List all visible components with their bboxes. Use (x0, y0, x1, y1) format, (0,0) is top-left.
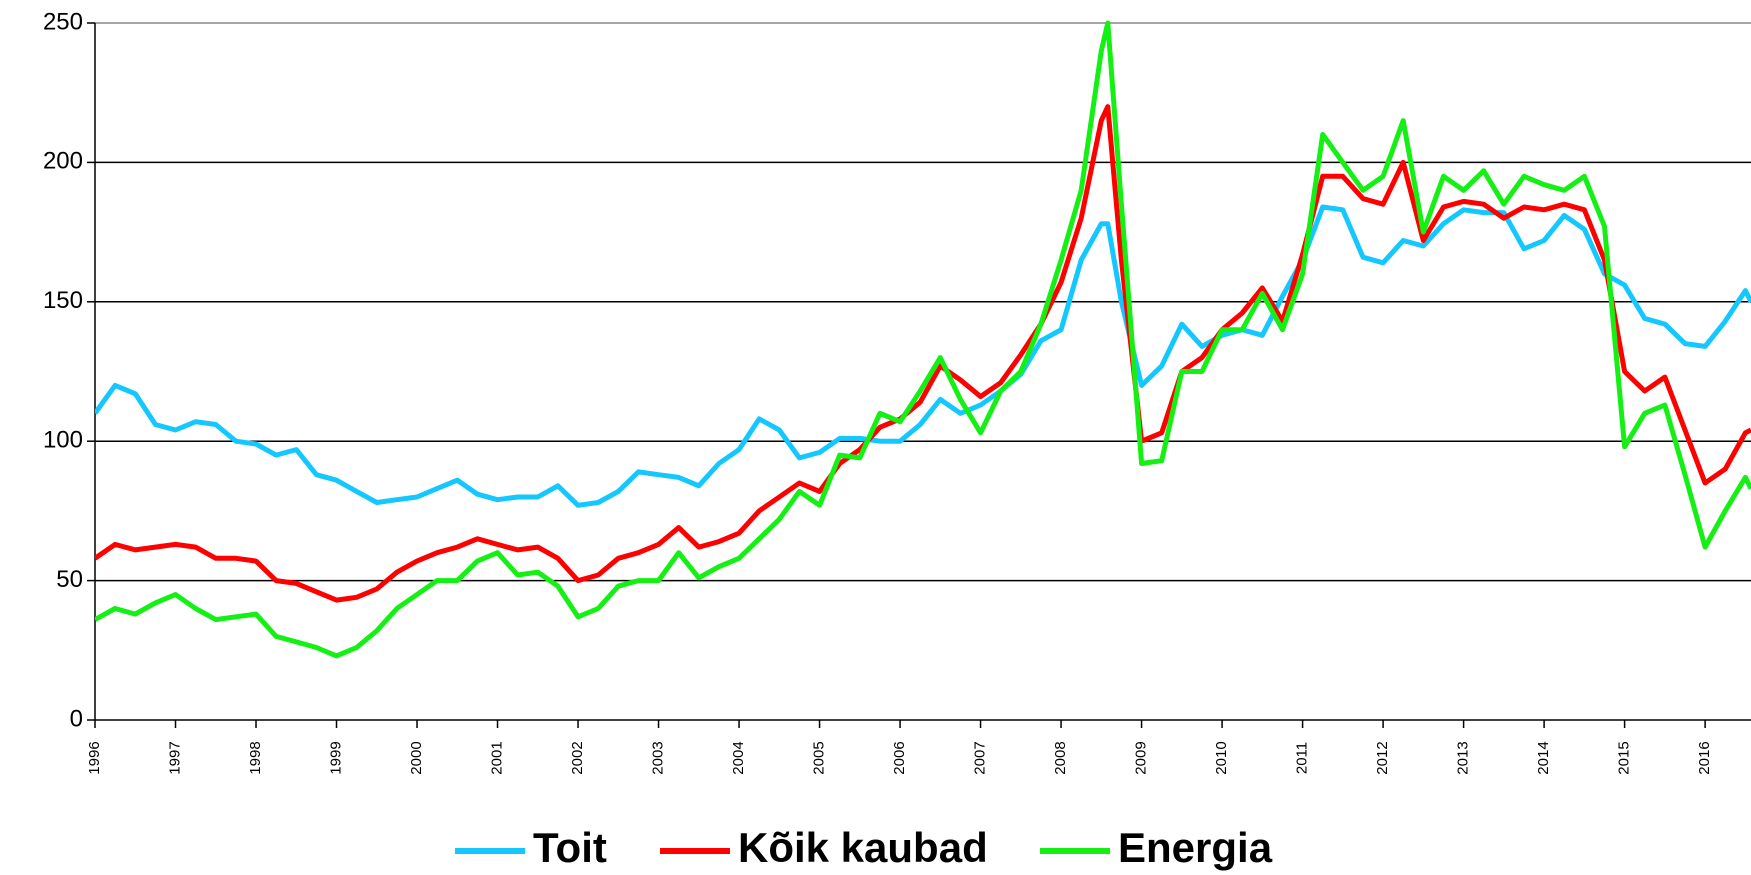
y-tick-label: 200 (43, 148, 83, 175)
legend-label: Energia (1118, 824, 1273, 871)
y-tick-label: 100 (43, 427, 83, 454)
x-tick-label: 2000 (408, 741, 425, 774)
legend-label: Toit (533, 824, 607, 871)
x-tick-label: 2006 (891, 741, 908, 774)
x-tick-label: 2010 (1213, 741, 1230, 774)
series-line (95, 204, 1751, 508)
legend-label: Kõik kaubad (738, 824, 988, 871)
x-tick-label: 1997 (166, 741, 183, 774)
x-tick-label: 2008 (1052, 741, 1069, 774)
x-tick-label: 2002 (569, 741, 586, 774)
x-tick-label: 1999 (327, 741, 344, 774)
x-tick-label: 2007 (972, 741, 989, 774)
x-tick-label: 2015 (1616, 741, 1633, 774)
x-tick-label: 2014 (1535, 741, 1552, 774)
x-tick-label: 2001 (488, 741, 505, 774)
x-tick-label: 2003 (650, 741, 667, 774)
x-tick-label: 2004 (730, 741, 747, 774)
x-tick-label: 2005 (811, 741, 828, 774)
y-tick-label: 150 (43, 287, 83, 314)
x-tick-label: 2009 (1133, 741, 1150, 774)
series-line (95, 20, 1751, 659)
x-tick-label: 2013 (1455, 741, 1472, 774)
series-line (95, 104, 1751, 603)
series-lines (95, 20, 1751, 659)
x-tick-label: 2012 (1374, 741, 1391, 774)
y-tick-label: 250 (43, 8, 83, 35)
y-tick-label: 50 (56, 566, 83, 593)
x-tick-label: 2011 (1294, 742, 1311, 774)
x-tick-label: 2016 (1696, 741, 1713, 774)
x-tick-label: 1998 (247, 741, 264, 774)
x-tick-label: 1996 (86, 741, 103, 774)
y-tick-label: 0 (70, 705, 83, 732)
